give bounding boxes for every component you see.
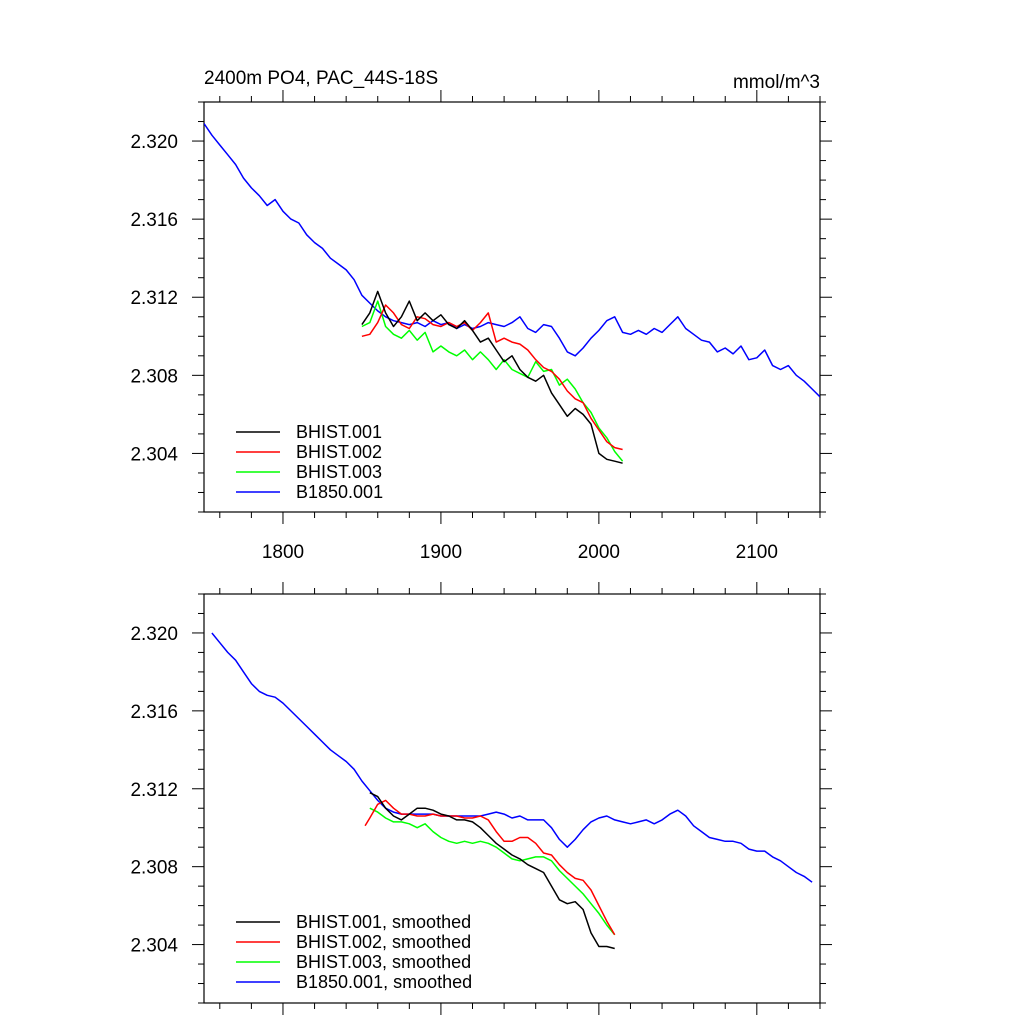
y-ticks	[192, 593, 832, 1004]
series-line-2	[364, 799, 616, 936]
chart-panel-1: 2.304 2.308 2.312 2.316 2.320 1800 1900 2000 210…	[130, 68, 832, 563]
y-tick-label: 2.304	[130, 444, 178, 465]
y-tick-label: 2.316	[130, 702, 178, 723]
legend-label: B1850.001, smoothed	[296, 972, 472, 992]
y-tick-label: 2.312	[130, 288, 178, 309]
x-tick-label: 2100	[736, 542, 778, 563]
y-tick-label: 2.312	[130, 780, 178, 801]
y-tick-label: 2.320	[130, 132, 178, 153]
legend-label: BHIST.001, smoothed	[296, 912, 471, 932]
series-group	[211, 632, 813, 950]
series-line-2	[361, 304, 623, 451]
units-label: mmol/m^3	[733, 72, 820, 93]
y-tick-label: 2.308	[130, 366, 178, 387]
legend-label: BHIST.003	[296, 462, 382, 482]
plot-frame	[203, 101, 821, 513]
y-ticks	[192, 101, 832, 513]
series-line-3	[369, 807, 616, 936]
y-tick-label: 2.316	[130, 210, 178, 231]
series-line-3	[361, 300, 624, 462]
plot-frame	[203, 593, 821, 1004]
x-ticks	[219, 582, 821, 1015]
legend-label: BHIST.002	[296, 442, 382, 462]
legend-label: BHIST.002, smoothed	[296, 932, 471, 952]
series-line-1	[369, 792, 615, 950]
legend-label: BHIST.001	[296, 422, 382, 442]
chart-panel-2: 2.304 2.308 2.312 2.316 2.320 BHIST.001, smoo…	[130, 582, 832, 1015]
series-line-4	[211, 632, 813, 883]
chart-title: 2400m PO4, PAC_44S-18S	[204, 68, 438, 89]
x-ticks	[219, 90, 821, 524]
x-tick-label: 1800	[262, 542, 304, 563]
series-line-4	[204, 123, 820, 398]
legend-label: BHIST.003, smoothed	[296, 952, 471, 972]
y-tick-label: 2.308	[130, 858, 178, 879]
y-tick-label: 2.320	[130, 624, 178, 645]
series-line-1	[361, 290, 623, 464]
y-tick-label: 2.304	[130, 936, 178, 957]
series-group	[204, 123, 820, 464]
x-tick-label: 1900	[420, 542, 462, 563]
x-tick-label: 2000	[578, 542, 620, 563]
legend-label: B1850.001	[296, 482, 383, 502]
